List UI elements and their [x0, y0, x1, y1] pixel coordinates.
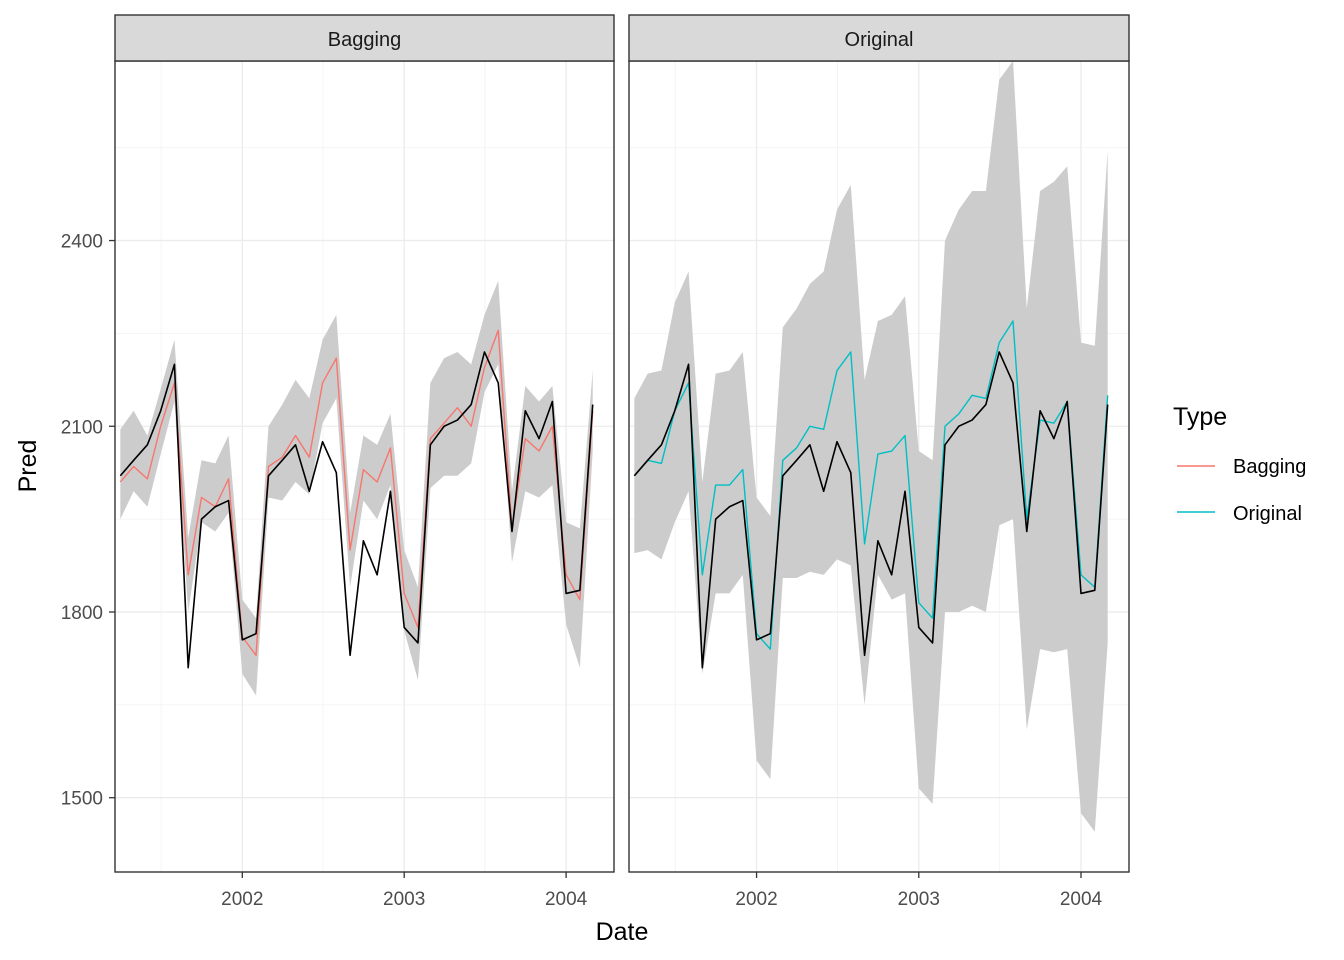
legend-label-original: Original — [1233, 503, 1302, 525]
strip-bagging — [114, 14, 615, 62]
legend-title: Type — [1173, 403, 1227, 431]
x-tick-label: 2002 — [221, 889, 263, 910]
legend: Type Bagging Original — [1173, 403, 1306, 525]
original-prediction-line — [633, 320, 1109, 650]
panel-original-series — [633, 61, 1109, 832]
y-axis-title: Pred — [14, 440, 42, 493]
strip-label-bagging: Bagging — [328, 29, 401, 51]
original-actual-line — [633, 351, 1109, 669]
x-tick-label: 2004 — [1060, 889, 1103, 910]
x-axis-bagging: 2002 2003 2004 — [221, 872, 588, 910]
x-tick-label: 2003 — [383, 889, 425, 910]
panel-original: Original — [628, 14, 1130, 873]
original-prediction-interval-band — [634, 61, 1108, 832]
y-tick-label: 2100 — [61, 417, 103, 438]
bagging-actual-line — [119, 351, 594, 669]
panel-bagging-series — [119, 280, 594, 696]
strip-label-original: Original — [845, 29, 914, 51]
x-tick-label: 2002 — [735, 889, 777, 910]
y-tick-label: 1500 — [61, 789, 103, 810]
panel-bagging: Bagging — [114, 14, 615, 873]
x-tick-label: 2004 — [545, 889, 588, 910]
y-tick-label: 1800 — [61, 603, 103, 624]
strip-original — [628, 14, 1130, 62]
legend-item-original: Original — [1177, 503, 1302, 525]
x-tick-label: 2003 — [898, 889, 940, 910]
y-tick-label: 2400 — [61, 232, 103, 253]
legend-item-bagging: Bagging — [1177, 456, 1306, 478]
x-axis-original: 2002 2003 2004 — [735, 872, 1103, 910]
y-axis: 1500 1800 2100 2400 — [61, 232, 115, 810]
x-axis-title: Date — [596, 918, 649, 946]
legend-label-bagging: Bagging — [1233, 456, 1306, 478]
